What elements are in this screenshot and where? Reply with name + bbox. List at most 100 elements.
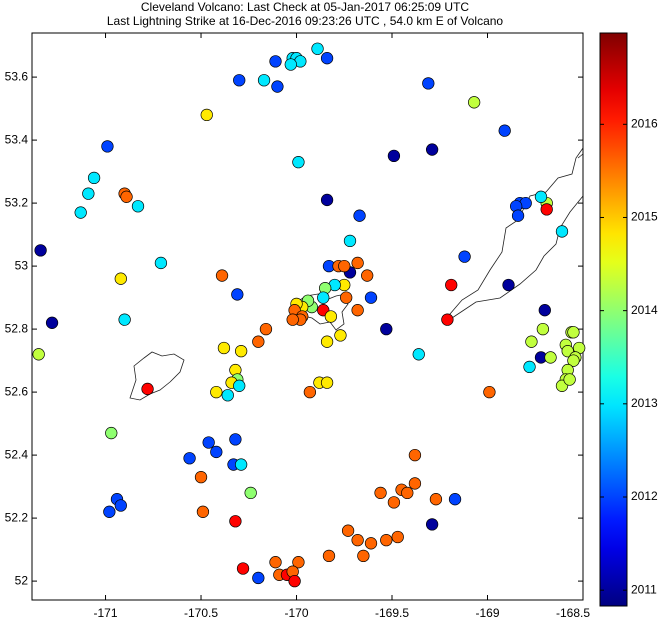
strike-point [34, 244, 47, 257]
strike-point [303, 385, 317, 399]
strike-point [120, 190, 133, 203]
x-tick-label: -170.5 [184, 606, 218, 620]
strike-point [269, 556, 282, 569]
strike-point [210, 385, 223, 399]
strike-point [244, 486, 257, 500]
y-tick-label: 52.2 [5, 510, 29, 524]
y-tick-label: 52.8 [5, 321, 29, 335]
strike-point [441, 313, 454, 326]
strike-point [364, 537, 378, 550]
strike-point [141, 382, 154, 396]
strike-point [523, 360, 536, 374]
strike-point [502, 278, 515, 292]
x-tick-label: -169 [475, 606, 499, 620]
strike-point [252, 571, 265, 585]
strike-point [87, 171, 101, 185]
coastlines [129, 147, 584, 401]
strike-point [322, 549, 336, 563]
strike-point [408, 477, 422, 490]
strike-point [511, 209, 525, 222]
strike-point [412, 348, 425, 361]
strike-point [391, 530, 404, 544]
strike-point [338, 259, 351, 273]
strike-point [467, 96, 481, 109]
strike-point [154, 256, 168, 270]
strike-point [364, 291, 378, 304]
colorbar-tick-label: 2011 [631, 582, 657, 596]
strike-point [221, 389, 234, 402]
strike-point [555, 225, 569, 238]
strike-point [425, 518, 439, 531]
strike-point [380, 322, 393, 336]
strike-point [380, 534, 393, 547]
strike-point [234, 345, 248, 358]
strike-point [82, 187, 95, 200]
strike-point [422, 77, 435, 90]
y-tick-label: 53 [15, 258, 29, 272]
strike-point [538, 304, 551, 317]
strike-point [105, 426, 118, 440]
x-tick-label: -169.5 [375, 606, 409, 620]
strike-point [387, 496, 401, 509]
strike-point [269, 55, 282, 68]
plot-frame [31, 32, 584, 601]
strike-point [229, 515, 242, 528]
strike-point [498, 124, 511, 137]
strike-point [32, 348, 45, 361]
strike-point [567, 326, 580, 339]
strike-point [101, 140, 114, 153]
strike-point [351, 534, 364, 547]
colorbar-tick-label: 2012 [631, 489, 658, 503]
colorbar-tick-label: 2016 [631, 116, 658, 130]
strike-point [288, 574, 301, 588]
strike-point [286, 313, 299, 326]
strike-point [259, 322, 273, 336]
y-tick-label: 52.6 [5, 384, 29, 398]
strike-point [351, 304, 364, 317]
strike-point [118, 313, 131, 326]
y-tick-label: 53.6 [5, 69, 29, 83]
colorbar [599, 32, 628, 607]
strike-point [540, 203, 553, 216]
strike-point [311, 42, 324, 55]
strike-point [200, 108, 213, 122]
y-tick-label: 52 [15, 573, 29, 587]
strike-point [233, 379, 246, 392]
strike-point [320, 193, 334, 207]
island-coast [129, 351, 185, 401]
strike-point [131, 200, 145, 213]
island-coast [577, 153, 584, 159]
strike-point [215, 269, 229, 282]
strike-point [458, 250, 471, 263]
strike-point [387, 149, 401, 163]
strike-point [74, 206, 87, 219]
strike-point [114, 499, 127, 512]
strike-point [324, 310, 338, 323]
strike-point [353, 209, 366, 222]
strike-point [343, 234, 357, 248]
strike-point [317, 291, 330, 304]
strike-point [231, 288, 244, 301]
strike-point [448, 493, 462, 506]
strike-point [103, 505, 116, 518]
strike-point [217, 341, 231, 355]
strike-point [210, 445, 223, 459]
strike-point [320, 52, 334, 65]
y-tick-label: 53.4 [5, 132, 29, 146]
strike-point [320, 335, 334, 348]
strike-point [194, 471, 208, 484]
strike-point [361, 269, 374, 282]
island-coast [444, 147, 584, 324]
chart-title: Cleveland Volcano: Last Check at 05-Jan-… [141, 0, 470, 14]
strike-point [196, 505, 210, 518]
colorbar-tick-label: 2015 [631, 210, 658, 224]
strike-point [534, 190, 548, 203]
strike-point [271, 80, 284, 93]
chart-subtitle: Last Lightning Strike at 16-Dec-2016 09:… [107, 14, 504, 28]
strike-point [544, 351, 557, 364]
y-tick-label: 52.4 [5, 447, 29, 461]
strike-point [374, 486, 387, 500]
strike-point [292, 155, 305, 169]
strike-point [563, 373, 576, 386]
